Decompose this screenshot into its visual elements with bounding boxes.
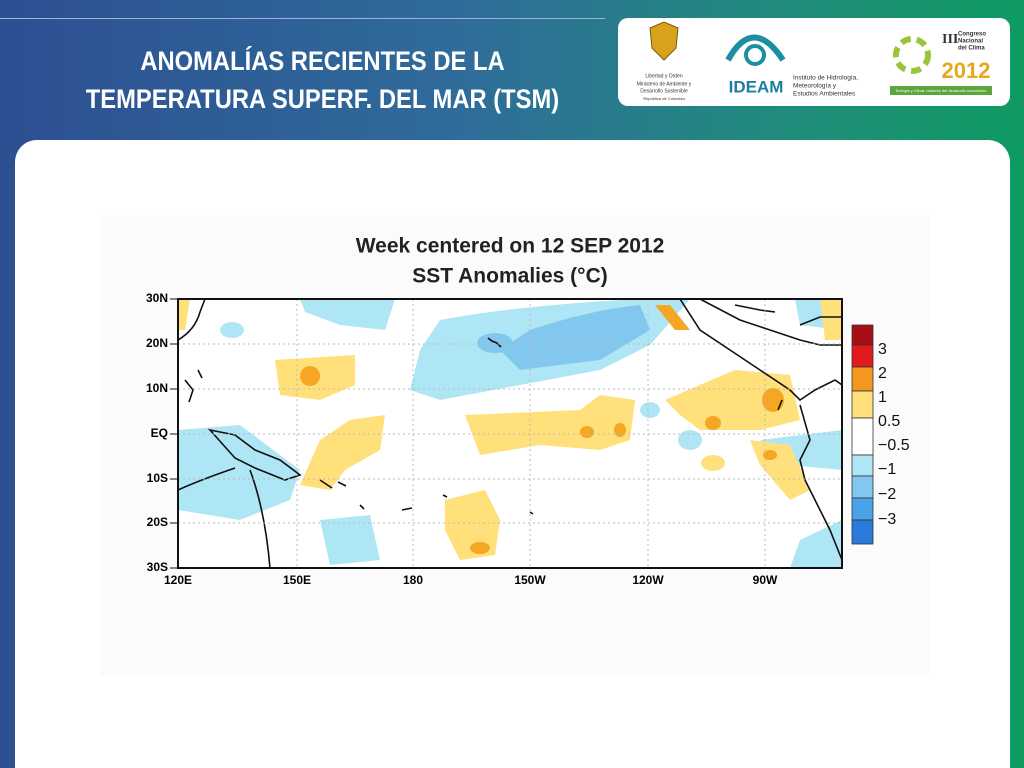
logo-text: Instituto de Hidrología,	[793, 75, 858, 82]
logo-text: República de Colombia	[643, 96, 685, 101]
congress-icon	[893, 36, 931, 74]
colorbar-label: 0.5	[878, 413, 900, 430]
ideam-eye	[744, 44, 766, 66]
colorbar-label: 2	[878, 365, 887, 382]
logo-box	[618, 18, 1010, 106]
lat-label: 10N	[146, 381, 168, 395]
colorbar-box	[851, 475, 874, 499]
title-line: TEMPERATURA SUPERF. DEL MAR (TSM)	[85, 84, 560, 114]
graticule	[178, 299, 842, 568]
colorbar-box	[851, 344, 874, 368]
colorbar-box	[851, 454, 874, 477]
colorbar-box	[851, 417, 874, 456]
colorbar-label: −3	[878, 511, 896, 528]
logo-text: Meteorología y	[793, 83, 837, 90]
lon-label: 150W	[514, 573, 546, 587]
lon-label: 120E	[164, 573, 192, 587]
lat-label: 30N	[146, 291, 168, 305]
logo-text: 2012	[942, 58, 991, 83]
colorbar-label: 1	[878, 389, 887, 406]
colorbar-box	[851, 390, 874, 419]
logo-text: Energía y Clima: motores del desarrollo …	[896, 88, 987, 93]
logo-text: Ministerio de Ambiente y	[637, 81, 692, 87]
logo-text: Estudios Ambientales	[793, 91, 856, 98]
colorbar-box	[851, 497, 874, 521]
lon-label: 150E	[283, 573, 311, 587]
colorbar-box	[851, 519, 874, 545]
colorbar: 3 2 1 0.5 −0.5 −1 −2 −3	[851, 324, 910, 545]
logo-text: Nacional	[958, 39, 983, 45]
colorbar-label: 3	[878, 341, 887, 358]
colorbar-label: −2	[878, 486, 896, 503]
title-line: ANOMALÍAS RECIENTES DE LA	[140, 46, 505, 76]
map-field	[178, 299, 842, 568]
lat-label: EQ	[151, 426, 168, 440]
lat-label: 20N	[146, 336, 168, 350]
lat-label: 30S	[147, 560, 168, 574]
colorbar-label: −1	[878, 461, 896, 478]
map-title: SST Anomalies (°C)	[412, 265, 607, 288]
lon-label: 120W	[632, 573, 664, 587]
lon-label: 90W	[753, 573, 778, 587]
logo-text: Desarrollo Sostenible	[640, 88, 688, 94]
logo-text: Libertad y Orden	[645, 73, 682, 79]
logo-text: IDEAM	[729, 77, 784, 96]
colorbar-box	[851, 324, 874, 346]
ideam-arc	[725, 34, 786, 62]
map-title: Week centered on 12 SEP 2012	[356, 235, 665, 258]
logo-text: III	[942, 32, 958, 47]
lat-label: 10S	[147, 471, 168, 485]
logo-text: del Clima	[958, 46, 985, 52]
motto-band	[890, 86, 992, 95]
rule	[0, 18, 605, 19]
colorbar-box	[851, 366, 874, 392]
lat-label: 20S	[147, 515, 168, 529]
lon-label: 180	[403, 573, 423, 587]
colorbar-label: −0.5	[878, 437, 910, 454]
strong-warm	[300, 305, 784, 554]
coat-of-arms	[649, 21, 679, 61]
logo-text: Congreso	[958, 32, 986, 38]
coastlines	[178, 299, 842, 568]
